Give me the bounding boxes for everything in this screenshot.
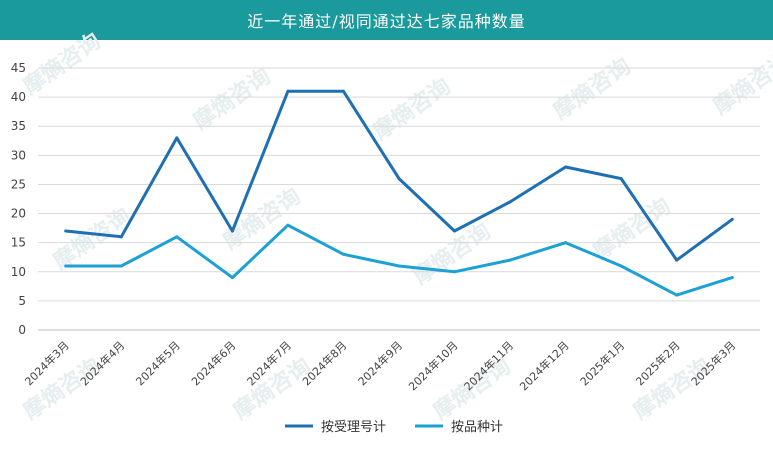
y-tick-label: 5 [18, 294, 26, 308]
data-point [508, 258, 512, 262]
y-tick-label: 20 [11, 207, 26, 221]
data-point [286, 89, 290, 93]
x-tick-label: 2024年5月 [133, 338, 183, 388]
watermark-text: 摩熵咨询 [629, 353, 716, 425]
x-tick-label: 2024年9月 [355, 338, 405, 388]
data-point [64, 229, 68, 233]
x-tick-label: 2024年6月 [188, 338, 238, 388]
data-point [619, 264, 623, 268]
legend: 按受理号计 按品种计 [285, 420, 503, 435]
x-axis: 2024年3月 2024年4月 2024年5月 2024年6月 2024年7月 2024年… [22, 338, 739, 393]
data-point [564, 241, 568, 245]
data-point [230, 229, 234, 233]
watermark-text: 摩熵咨询 [709, 48, 773, 120]
data-point [453, 270, 457, 274]
data-point [564, 165, 568, 169]
data-point [397, 264, 401, 268]
data-point [453, 229, 457, 233]
x-tick-label: 2024年12月 [517, 338, 572, 393]
y-tick-label: 30 [11, 148, 26, 162]
watermark-text: 摩熵咨询 [549, 53, 636, 125]
x-tick-label: 2024年10月 [406, 338, 461, 393]
data-point [64, 264, 68, 268]
watermark-text: 摩熵咨询 [19, 28, 106, 100]
legend-label-2: 按品种计 [451, 420, 503, 435]
data-point [341, 89, 345, 93]
grid-lines [38, 67, 760, 331]
data-point [175, 235, 179, 239]
data-point [341, 252, 345, 256]
y-axis: 0 5 10 15 20 25 30 35 40 45 [11, 61, 26, 337]
y-tick-label: 35 [11, 119, 26, 133]
data-point [119, 235, 123, 239]
x-tick-label: 2025年1月 [577, 338, 627, 388]
data-point [675, 293, 679, 297]
watermark-text: 摩熵咨询 [219, 183, 306, 255]
data-point [730, 217, 734, 221]
y-tick-label: 10 [11, 265, 26, 279]
series-layer [64, 89, 734, 297]
data-point [175, 136, 179, 140]
data-point [508, 200, 512, 204]
y-tick-label: 40 [11, 90, 26, 104]
chart-title: 近一年通过/视同通过达七家品种数量 [247, 12, 526, 31]
data-point [675, 258, 679, 262]
y-tick-label: 15 [11, 236, 26, 250]
y-tick-label: 45 [11, 61, 26, 75]
data-point [619, 177, 623, 181]
data-point [119, 264, 123, 268]
watermark-text: 摩熵咨询 [189, 63, 276, 135]
watermark-text: 摩熵咨询 [589, 193, 676, 265]
data-point [730, 276, 734, 280]
y-tick-label: 0 [18, 323, 26, 337]
data-point [230, 276, 234, 280]
data-point [397, 177, 401, 181]
y-tick-label: 25 [11, 177, 26, 191]
legend-label-1: 按受理号计 [321, 420, 386, 435]
title-bar: 近一年通过/视同通过达七家品种数量 [0, 0, 773, 40]
data-point [286, 223, 290, 227]
watermark-text: 摩熵咨询 [369, 73, 456, 145]
